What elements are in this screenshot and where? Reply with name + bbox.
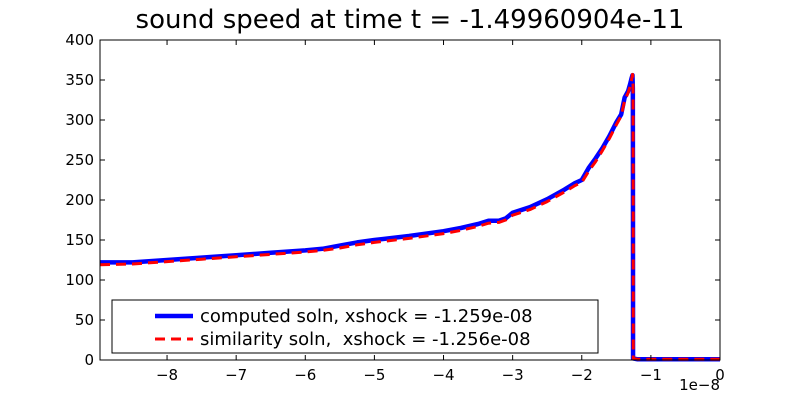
legend-box [111, 299, 599, 354]
x-tick-label: −6 [294, 366, 316, 384]
y-tick-label: 0 [84, 351, 94, 369]
chart-title: sound speed at time t = -1.49960904e-11 [136, 5, 685, 35]
x-tick-label: −2 [571, 366, 593, 384]
y-tick-label: 100 [65, 271, 94, 289]
x-tick-label: −5 [363, 366, 385, 384]
series-layer [99, 72, 720, 362]
y-tick-label: 250 [65, 151, 94, 169]
x-axis-ticks: −8 −7 −6 −5 −4 −3 −2 −1 0 [156, 40, 725, 384]
legend-label-computed: computed soln, xshock = -1.259e-08 [200, 306, 533, 327]
x-axis-offset-label: 1e−8 [679, 376, 720, 394]
y-tick-label: 400 [65, 31, 94, 49]
legend: computed soln, xshock = -1.259e-08 simil… [111, 299, 599, 354]
y-tick-label: 300 [65, 111, 94, 129]
y-tick-label: 150 [65, 231, 94, 249]
y-axis-ticks: 0 50 100 150 200 250 300 350 400 [65, 31, 720, 369]
x-tick-label: −7 [225, 366, 247, 384]
x-tick-label: −8 [156, 366, 178, 384]
series-line-similarity [99, 72, 720, 361]
x-tick-label: 0 [715, 366, 725, 384]
y-tick-label: 50 [75, 311, 94, 329]
y-tick-label: 350 [65, 71, 94, 89]
x-tick-label: −3 [502, 366, 524, 384]
y-tick-label: 200 [65, 191, 94, 209]
x-tick-label: −4 [432, 366, 454, 384]
x-tick-label: −1 [640, 366, 662, 384]
legend-label-similarity: similarity soln, xshock = -1.256e-08 [200, 329, 531, 350]
